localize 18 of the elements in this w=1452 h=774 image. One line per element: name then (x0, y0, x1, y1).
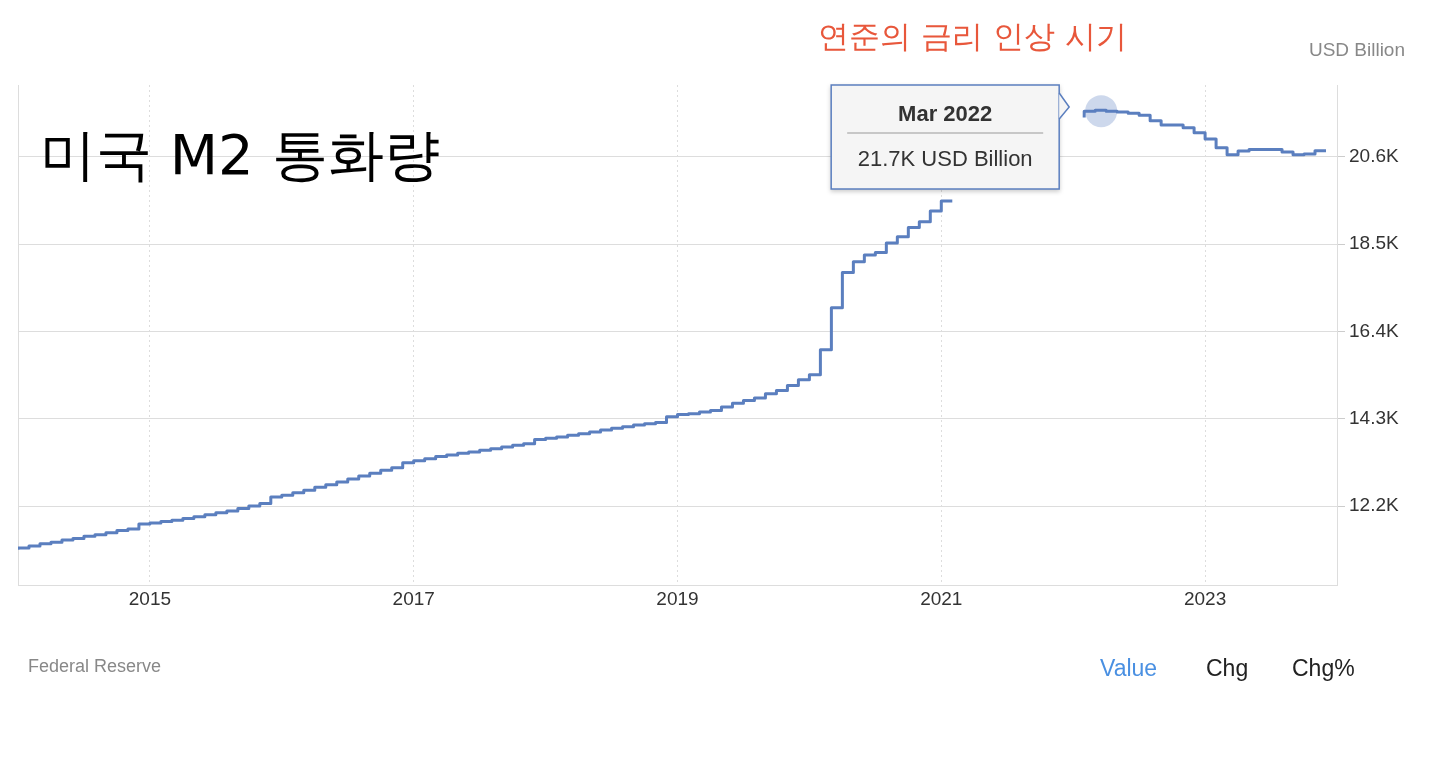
x-tick-label: 2019 (656, 587, 699, 609)
text: 미국 M2 통화량 (40, 121, 440, 189)
y-tick-label: 20.6K (1349, 145, 1399, 167)
y-tick-label: 18.5K (1349, 232, 1399, 254)
x-tick-label: 2015 (128, 587, 172, 609)
text: Chg (1206, 655, 1249, 682)
text: Federal Reserve (28, 656, 162, 677)
y-tick-label: 12.2K (1349, 494, 1399, 516)
x-tick-label: 2023 (1183, 587, 1227, 609)
y-axis-title: USD Billion (1308, 39, 1405, 61)
text: 연준의 금리 인상 시기 (818, 17, 1127, 56)
text: Value (1100, 655, 1158, 682)
x-tick-label: 2017 (392, 587, 435, 609)
x-tick-label: 2021 (920, 587, 963, 609)
y-tick-label: 14.3K (1349, 406, 1399, 428)
text: Chg% (1292, 655, 1355, 682)
y-tick-label: 16.4K (1349, 319, 1399, 341)
annotation: Mar 2022 21.7K USD Billion (857, 101, 1033, 172)
